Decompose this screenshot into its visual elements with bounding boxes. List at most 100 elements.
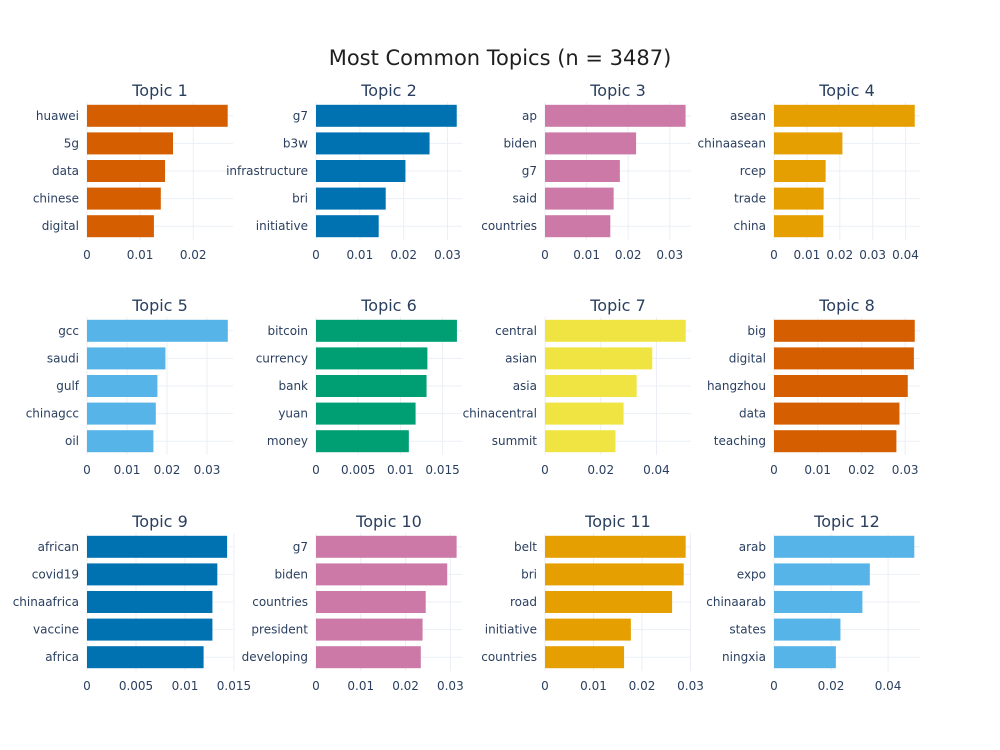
bar xyxy=(316,319,457,342)
bar xyxy=(316,132,430,155)
tick-label: 0.005 xyxy=(341,463,375,477)
bar xyxy=(87,319,228,342)
category-label: developing xyxy=(242,650,308,664)
bar xyxy=(545,563,684,586)
chart-panels: Topic 1 huawei 5g data chinese digital 0 0.01 0.… xyxy=(13,81,920,693)
bar xyxy=(87,187,161,210)
bar xyxy=(774,430,897,453)
bar xyxy=(316,104,457,127)
subplot-title: Topic 8 xyxy=(818,296,875,315)
tick-label: 0 xyxy=(83,248,91,262)
category-label: chinaasean xyxy=(698,136,766,150)
category-label: vaccine xyxy=(33,623,79,637)
bar xyxy=(774,402,900,425)
category-label: asean xyxy=(730,109,766,123)
category-label: g7 xyxy=(293,109,308,123)
subplot-title: Topic 5 xyxy=(131,296,188,315)
bar xyxy=(316,402,416,425)
bar xyxy=(545,160,620,182)
category-label: countries xyxy=(481,650,537,664)
category-label: arab xyxy=(739,540,766,554)
category-label: expo xyxy=(737,567,766,581)
bar xyxy=(545,618,631,641)
category-label: countries xyxy=(481,219,537,233)
bar xyxy=(545,535,686,558)
category-label: asian xyxy=(505,351,537,365)
topic-panel: Topic 6 bitcoin currency bank yuan money 0 0.00… xyxy=(256,296,462,477)
bar xyxy=(774,187,824,210)
bar xyxy=(316,347,428,370)
tick-label: 0.04 xyxy=(643,463,670,477)
tick-label: 0.02 xyxy=(180,248,207,262)
bar xyxy=(87,591,213,613)
category-label: 5g xyxy=(64,136,79,150)
topic-panel: Topic 8 big digital hangzhou data teaching 0 0.… xyxy=(707,296,920,477)
category-label: china xyxy=(734,219,767,233)
tick-label: 0.04 xyxy=(875,679,902,693)
bar xyxy=(316,591,426,613)
category-label: belt xyxy=(514,540,537,554)
topic-panel: Topic 11 belt bri road initiative countries 0 0… xyxy=(481,512,704,693)
bar xyxy=(545,402,624,425)
bar xyxy=(774,535,915,558)
bar xyxy=(87,104,228,127)
tick-label: 0.03 xyxy=(859,248,886,262)
category-label: hangzhou xyxy=(707,379,766,393)
tick-label: 0.01 xyxy=(114,463,141,477)
category-label: chinacentral xyxy=(463,407,537,421)
category-label: africa xyxy=(45,650,79,664)
bar xyxy=(316,535,457,558)
category-label: countries xyxy=(252,595,308,609)
tick-label: 0.01 xyxy=(172,679,199,693)
subplot-title: Topic 6 xyxy=(360,296,417,315)
category-label: biden xyxy=(274,567,308,581)
category-label: initiative xyxy=(256,219,308,233)
tick-label: 0.005 xyxy=(119,679,153,693)
bar xyxy=(87,375,158,397)
chart-title: Most Common Topics (n = 3487) xyxy=(329,46,672,70)
category-label: trade xyxy=(734,192,766,206)
category-label: asia xyxy=(513,379,537,393)
tick-label: 0 xyxy=(541,463,549,477)
category-label: g7 xyxy=(293,540,308,554)
category-label: oil xyxy=(65,434,79,448)
category-label: ap xyxy=(522,109,537,123)
category-label: digital xyxy=(729,351,766,365)
bar xyxy=(545,104,686,127)
bar xyxy=(87,402,156,425)
subplot-title: Topic 10 xyxy=(355,512,422,531)
bar xyxy=(545,187,614,210)
bar xyxy=(87,618,213,641)
tick-label: 0.02 xyxy=(390,248,417,262)
bar xyxy=(316,375,427,397)
category-label: bri xyxy=(521,567,537,581)
tick-label: 0.02 xyxy=(615,248,642,262)
tick-label: 0 xyxy=(83,463,91,477)
topic-panel: Topic 3 ap biden g7 said countries 0 0.01 0.02 0.… xyxy=(481,81,691,262)
category-label: bitcoin xyxy=(267,324,308,338)
category-label: teaching xyxy=(714,434,766,448)
bar xyxy=(774,591,863,613)
bar xyxy=(774,319,915,342)
tick-label: 0.03 xyxy=(677,679,704,693)
tick-label: 0.01 xyxy=(580,679,607,693)
category-label: saudi xyxy=(47,351,79,365)
tick-label: 0.04 xyxy=(892,248,919,262)
category-label: chinagcc xyxy=(26,407,79,421)
tick-label: 0 xyxy=(312,248,320,262)
category-label: gcc xyxy=(58,324,79,338)
tick-label: 0.02 xyxy=(848,463,875,477)
tick-label: 0.03 xyxy=(194,463,221,477)
bar xyxy=(87,563,218,586)
topic-panel: Topic 7 central asian asia chinacentral summi… xyxy=(463,296,691,477)
bar xyxy=(774,215,824,238)
topic-panel: Topic 1 huawei 5g data chinese digital 0 0.01 0.… xyxy=(33,81,233,262)
category-label: summit xyxy=(492,434,538,448)
tick-label: 0.01 xyxy=(127,248,154,262)
subplot-title: Topic 7 xyxy=(589,296,646,315)
bar xyxy=(87,132,174,155)
bar xyxy=(316,187,386,210)
category-label: chinese xyxy=(33,192,79,206)
category-label: bank xyxy=(278,379,308,393)
bar xyxy=(774,375,908,397)
